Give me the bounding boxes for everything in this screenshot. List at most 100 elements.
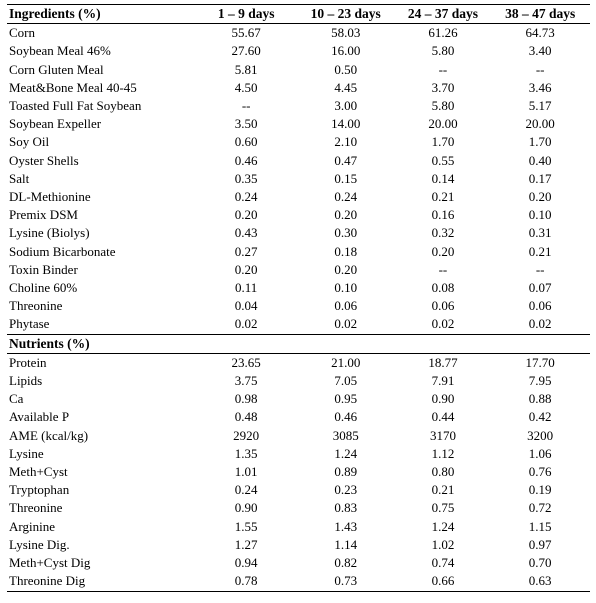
table-row: Meat&Bone Meal 40-45 4.50 4.45 3.70 3.46	[7, 79, 590, 97]
column-header-period-3: 24 – 37 days	[395, 3, 491, 25]
cell-value: 23.65	[231, 354, 261, 370]
cell-value: 0.80	[431, 464, 455, 480]
cell-value: 3170	[429, 427, 456, 443]
cell-value: 0.70	[528, 555, 552, 571]
cell-value: --	[535, 261, 545, 277]
cell-value: 7.05	[334, 373, 358, 389]
row-label: Lysine (Biolys)	[9, 225, 90, 241]
cell-value: 0.21	[431, 482, 455, 498]
row-label: Lysine Dig.	[9, 536, 70, 552]
nutrients-section: Protein 23.65 21.00 18.77 17.70 Lipids 3.75 7.0…	[7, 353, 590, 592]
cell-value: 18.77	[428, 354, 458, 370]
cell-value: 0.02	[334, 316, 358, 332]
cell-value: 0.78	[196, 572, 296, 592]
cell-value: 1.35	[234, 445, 258, 461]
row-label: Tryptophan	[9, 482, 70, 498]
table-row: Soybean Expeller 3.50 14.00 20.00 20.00	[7, 115, 590, 133]
cell-value: 2920	[233, 427, 260, 443]
ingredients-header: Ingredients (%)	[7, 3, 197, 25]
cell-value: 1.02	[431, 536, 455, 552]
row-label: Premix DSM	[9, 207, 78, 223]
cell-value: 3085	[332, 427, 359, 443]
cell-value: 0.17	[528, 170, 552, 186]
cell-value: 1.14	[334, 536, 358, 552]
table-row: Threonine 0.90 0.83 0.75 0.72	[7, 499, 590, 517]
cell-value: 0.06	[431, 298, 455, 314]
cell-value: 0.20	[334, 207, 358, 223]
cell-value: 3.70	[431, 79, 455, 95]
cell-value: 3.46	[528, 79, 552, 95]
cell-value: 0.46	[334, 409, 358, 425]
row-label: Available P	[9, 409, 70, 425]
cell-value: 0.11	[235, 280, 258, 296]
row-label: Corn Gluten Meal	[9, 61, 104, 77]
column-header-period-2: 10 – 23 days	[295, 3, 396, 25]
nutrients-header: Nutrients (%)	[7, 333, 197, 354]
cell-value: 0.95	[334, 391, 358, 407]
cell-value: 0.94	[234, 555, 258, 571]
cell-value: 0.20	[234, 207, 258, 223]
cell-value: 0.16	[431, 207, 455, 223]
cell-value: 0.76	[528, 464, 552, 480]
row-label: Lipids	[9, 373, 43, 389]
cell-value: 1.06	[528, 445, 552, 461]
table-row: Corn Gluten Meal 5.81 0.50 -- --	[7, 61, 590, 79]
cell-value: 0.24	[334, 189, 358, 205]
cell-value: 5.80	[431, 98, 455, 114]
cell-value: 3.50	[234, 116, 258, 132]
cell-value: 4.50	[234, 79, 258, 95]
row-label: Soybean Expeller	[9, 116, 102, 132]
cell-value: 0.20	[234, 261, 258, 277]
row-label: Salt	[9, 170, 30, 186]
table-row: Premix DSM 0.20 0.20 0.16 0.10	[7, 206, 590, 224]
cell-value: 16.00	[331, 43, 361, 59]
cell-value: 3.00	[334, 98, 358, 114]
cell-value: --	[438, 261, 448, 277]
table-row: Lipids 3.75 7.05 7.91 7.95	[7, 372, 590, 390]
nutrients-header-row: Nutrients (%)	[7, 333, 590, 354]
cell-value: 5.81	[234, 61, 258, 77]
cell-value: --	[241, 98, 251, 114]
column-header-period-1: 1 – 9 days	[196, 3, 296, 25]
cell-value: 0.97	[528, 536, 552, 552]
cell-value: --	[535, 61, 545, 77]
cell-value: 58.03	[331, 25, 361, 41]
cell-value: 0.02	[528, 316, 552, 332]
cell-value: 0.20	[528, 189, 552, 205]
cell-value: 0.73	[295, 572, 396, 592]
table-row: Oyster Shells 0.46 0.47 0.55 0.40	[7, 152, 590, 170]
cell-value: 0.18	[334, 243, 358, 259]
cell-value: 0.40	[528, 152, 552, 168]
cell-value: 1.12	[431, 445, 455, 461]
cell-value: 64.73	[525, 25, 555, 41]
cell-value: 0.50	[334, 61, 358, 77]
cell-value: 0.82	[334, 555, 358, 571]
table-row: Toasted Full Fat Soybean -- 3.00 5.80 5.17	[7, 97, 590, 115]
cell-value: 55.67	[231, 25, 261, 41]
cell-value: 1.70	[431, 134, 455, 150]
cell-value: --	[438, 61, 448, 77]
cell-value: 0.27	[234, 243, 258, 259]
cell-value: 1.43	[334, 518, 358, 534]
cell-value: 0.08	[431, 280, 455, 296]
row-label: Toasted Full Fat Soybean	[9, 98, 142, 114]
cell-value: 7.95	[528, 373, 552, 389]
cell-value: 1.27	[234, 536, 258, 552]
row-label: Toxin Binder	[9, 261, 78, 277]
table-row: Meth+Cyst Dig 0.94 0.82 0.74 0.70	[7, 554, 590, 572]
cell-value: 0.24	[234, 189, 258, 205]
row-label: Threonine Dig	[7, 572, 197, 592]
cell-value: 0.15	[334, 170, 358, 186]
row-label: Oyster Shells	[9, 152, 79, 168]
cell-value: 0.90	[234, 500, 258, 516]
cell-value: 1.55	[234, 518, 258, 534]
cell-value: 0.75	[431, 500, 455, 516]
table-row: Lysine Dig. 1.27 1.14 1.02 0.97	[7, 536, 590, 554]
table-row: Toxin Binder 0.20 0.20 -- --	[7, 261, 590, 279]
cell-value: 0.43	[234, 225, 258, 241]
table-row: Threonine Dig 0.78 0.73 0.66 0.63	[7, 572, 590, 592]
table-row: Phytase 0.02 0.02 0.02 0.02	[7, 315, 590, 334]
cell-value: 0.21	[528, 243, 552, 259]
cell-value: 1.70	[528, 134, 552, 150]
cell-value: 0.21	[431, 189, 455, 205]
